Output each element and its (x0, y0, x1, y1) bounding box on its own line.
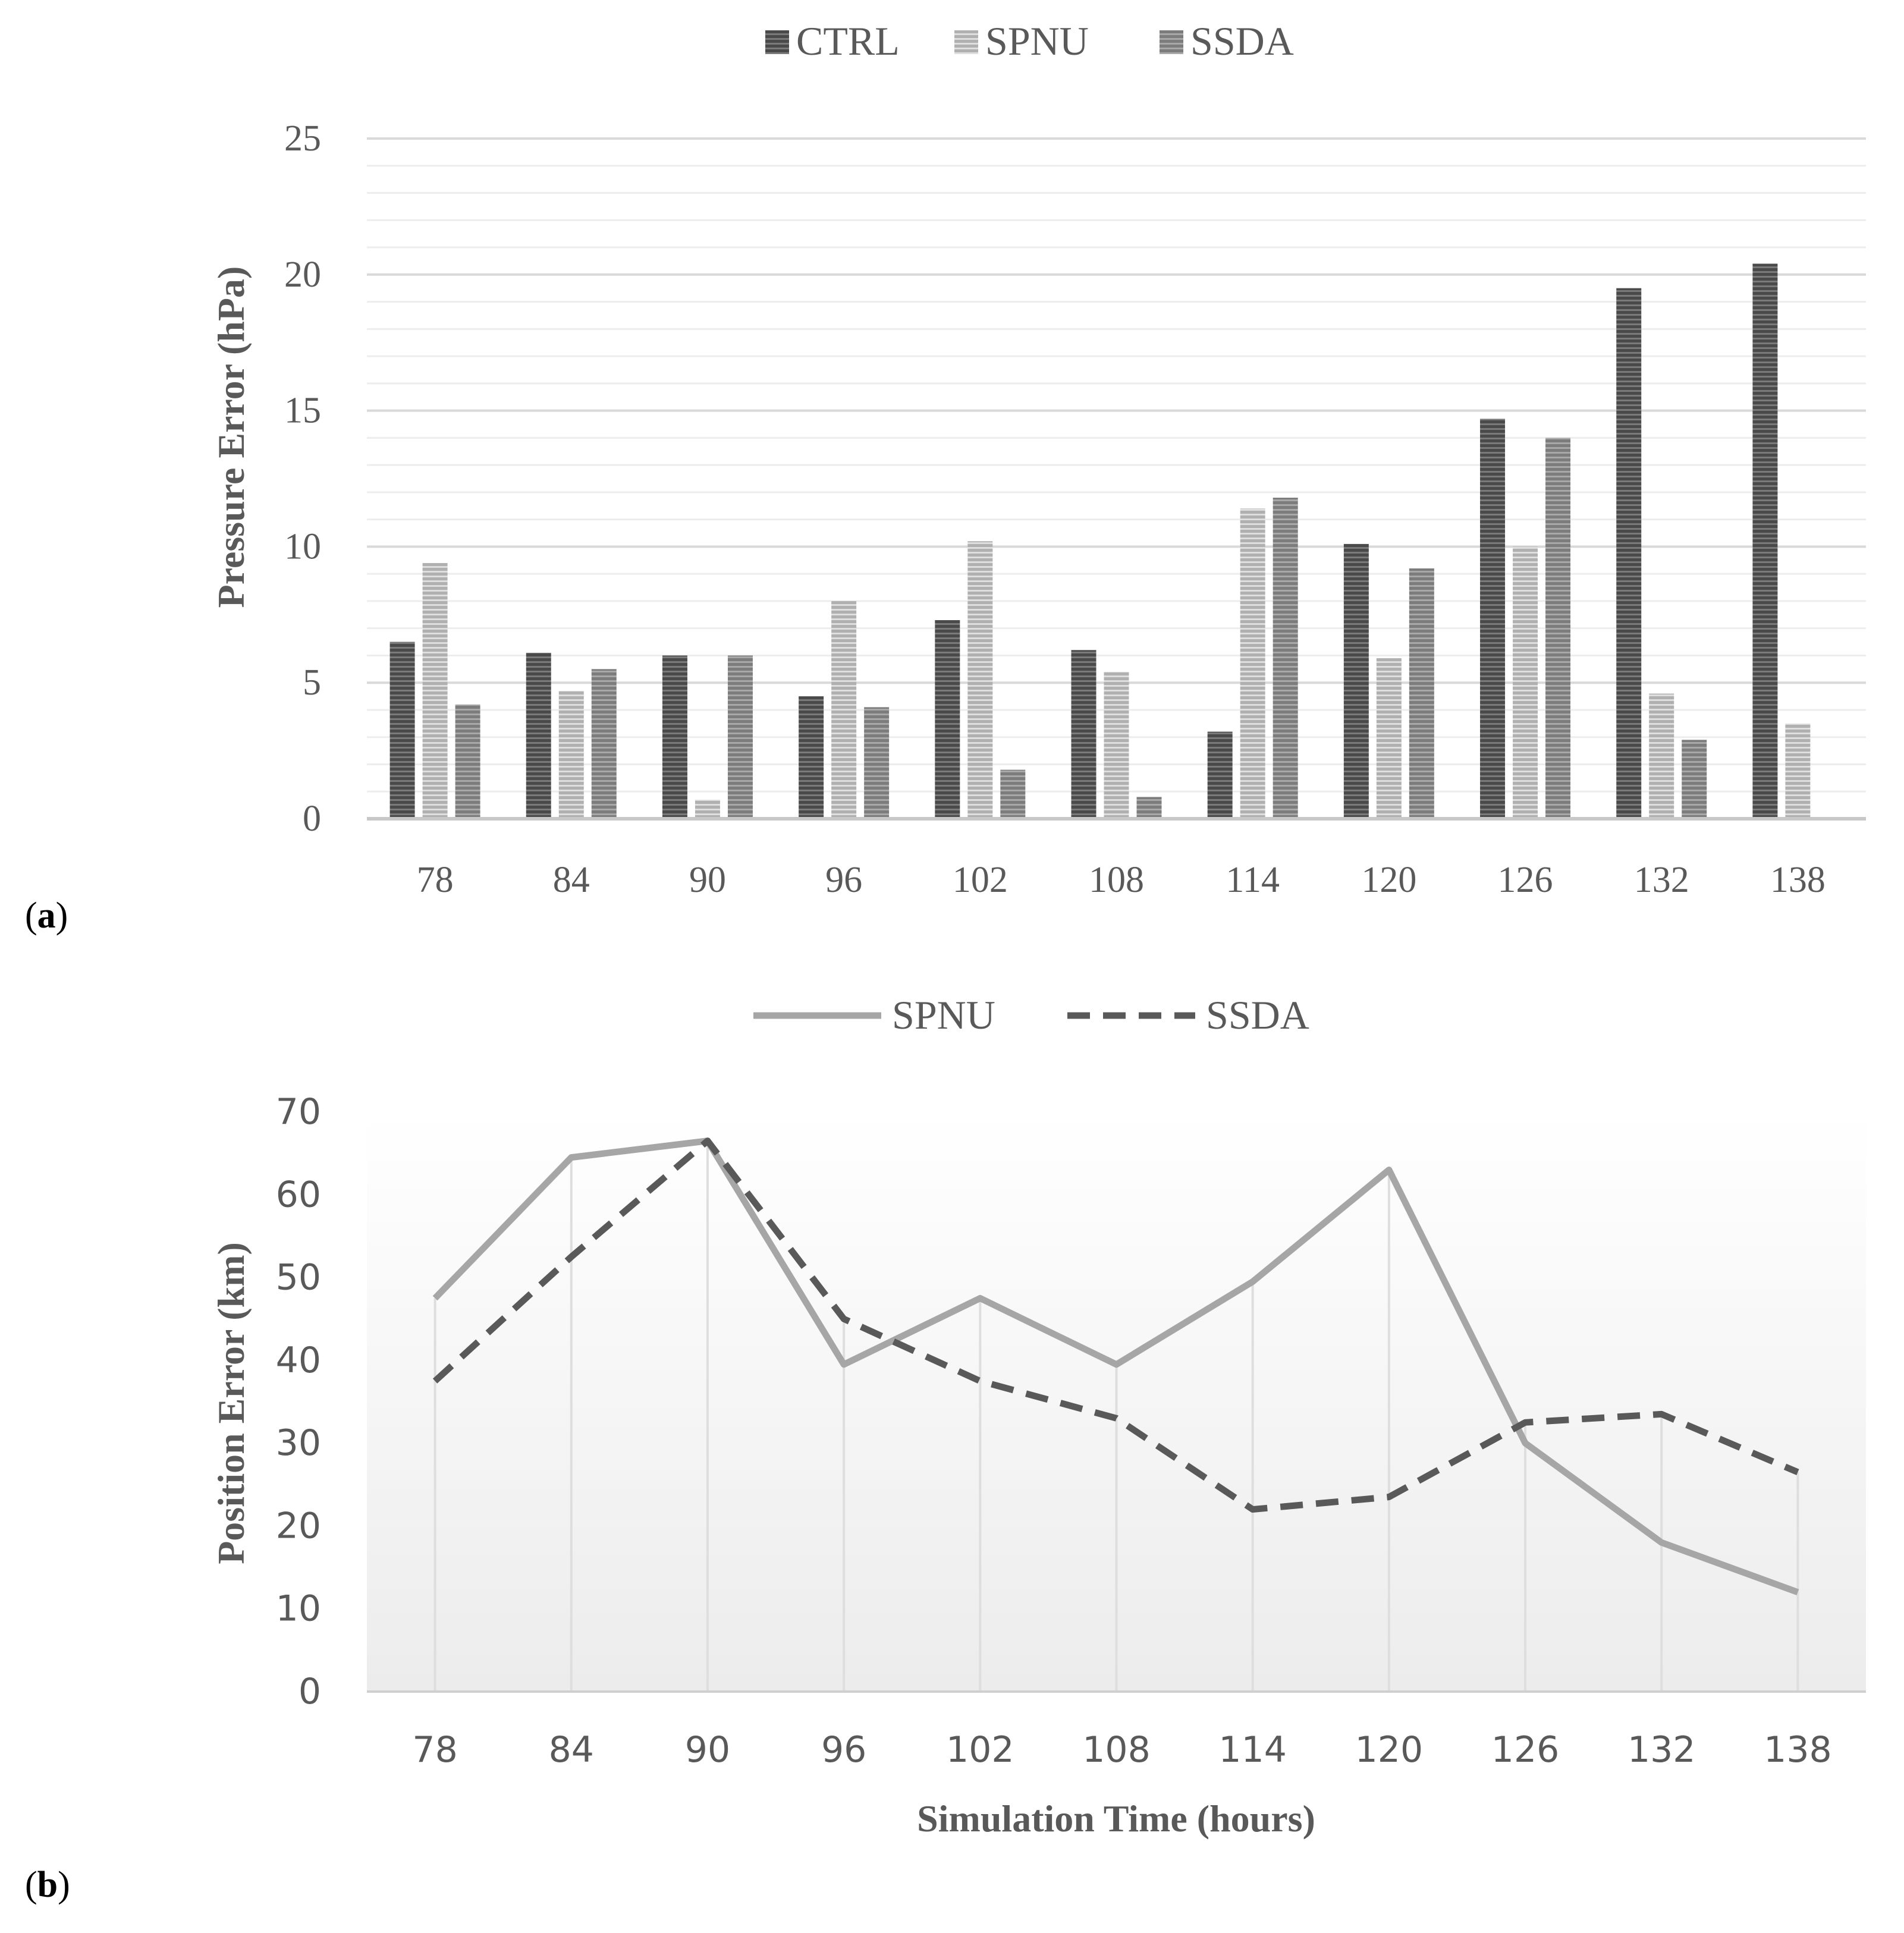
bar-ssda-114 (1273, 498, 1298, 819)
bar-spnu-132 (1649, 693, 1674, 819)
legend: SPNU SSDA (753, 992, 1309, 1038)
bar-ssda-132 (1682, 740, 1707, 819)
vertical-gridlines (433, 1140, 1799, 1692)
bar-ssda-102 (1000, 769, 1026, 819)
y-tick-label: 40 (276, 1340, 321, 1381)
bar-ssda-108 (1136, 797, 1162, 819)
bar-spnu-114 (1240, 508, 1265, 819)
legend-label-spnu: SPNU (892, 992, 995, 1038)
y-tick-label: 50 (276, 1257, 321, 1299)
bar-ctrl-96 (799, 696, 824, 819)
line-ssda (432, 1137, 1799, 1513)
legend-swatch-ctrl (765, 30, 789, 54)
bar-spnu-96 (831, 601, 857, 819)
bar-spnu-84 (558, 690, 584, 819)
x-tick-label: 114 (1226, 860, 1280, 900)
y-tick-label: 15 (284, 391, 321, 431)
bar-ctrl-108 (1071, 650, 1096, 819)
y-tick-label: 10 (276, 1588, 321, 1630)
bar-ssda-126 (1545, 438, 1571, 819)
y-tick-label: 20 (276, 1505, 321, 1547)
bar-ctrl-120 (1343, 543, 1369, 819)
x-tick-labels: 78 84 90 96 102 108 114 120 126 132 138 (417, 860, 1826, 900)
y-tick-labels: 0 5 10 15 20 25 (284, 118, 321, 839)
panel-label: (b) (25, 1865, 70, 1905)
bar-ctrl-138 (1752, 263, 1778, 819)
x-tick-label: 90 (685, 1729, 730, 1771)
major-gridlines (367, 137, 1866, 684)
y-tick-label: 5 (303, 662, 321, 703)
legend-label-ssda: SSDA (1206, 992, 1309, 1038)
x-tick-label: 132 (1627, 1729, 1696, 1771)
x-tick-label: 96 (825, 860, 862, 900)
legend-swatch-ssda (1160, 30, 1183, 54)
bar-ssda-96 (864, 707, 890, 819)
y-axis-title: Pressure Error (hPa) (210, 266, 252, 608)
y-tick-label: 20 (284, 254, 321, 295)
x-tick-label: 132 (1634, 860, 1689, 900)
y-tick-label: 0 (299, 1671, 321, 1712)
bar-spnu-102 (967, 541, 993, 819)
legend-swatch-spnu (954, 30, 978, 54)
bar-ssda-120 (1409, 568, 1434, 819)
bar-ssda-90 (727, 655, 753, 819)
x-tick-label: 102 (953, 860, 1008, 900)
x-tick-label: 78 (417, 860, 454, 900)
bar-spnu-90 (695, 799, 720, 819)
bar-ctrl-126 (1480, 419, 1506, 819)
bars (389, 263, 1811, 819)
legend: CTRL SPNU SSDA (765, 18, 1294, 64)
legend-label-spnu: SPNU (985, 18, 1089, 64)
bar-ssda-78 (455, 704, 480, 819)
x-tick-label: 96 (821, 1729, 866, 1771)
x-tick-label: 78 (412, 1729, 457, 1771)
y-tick-label: 0 (303, 799, 321, 839)
pressure-error-chart: 0 5 10 15 20 25 78 84 90 96 102 108 114 120 126 132 138… (25, 18, 1866, 936)
x-tick-label: 120 (1361, 860, 1416, 900)
bar-ctrl-78 (389, 642, 415, 819)
x-tick-label: 120 (1355, 1729, 1424, 1771)
y-axis-title: Position Error (km) (210, 1242, 252, 1564)
bar-ctrl-102 (935, 620, 960, 819)
bar-ctrl-114 (1207, 731, 1233, 819)
bar-ctrl-90 (662, 655, 687, 819)
x-tick-label: 126 (1498, 860, 1553, 900)
x-tick-label: 126 (1491, 1729, 1560, 1771)
x-tick-label: 138 (1770, 860, 1826, 900)
y-tick-label: 25 (284, 118, 321, 159)
x-tick-label: 90 (689, 860, 726, 900)
bar-ctrl-84 (526, 652, 551, 819)
x-axis-title: Simulation Time (hours) (917, 1797, 1315, 1840)
y-tick-label: 10 (284, 526, 321, 567)
x-tick-label: 114 (1218, 1729, 1287, 1771)
x-tick-label: 84 (553, 860, 590, 900)
x-tick-label: 108 (1089, 860, 1144, 900)
legend-label-ssda: SSDA (1190, 18, 1294, 64)
panel-label: (a) (25, 895, 68, 936)
y-tick-label: 60 (276, 1174, 321, 1215)
minor-gridlines (367, 165, 1866, 793)
y-tick-label: 70 (276, 1091, 321, 1133)
bar-spnu-108 (1104, 671, 1129, 819)
x-tick-label: 108 (1082, 1729, 1151, 1771)
position-error-chart: 0 10 20 30 40 50 60 70 78 84 90 96 102 108 114 120 126 1… (25, 992, 1866, 1905)
x-tick-label: 84 (549, 1729, 594, 1771)
bar-ctrl-132 (1616, 288, 1642, 819)
legend-label-ctrl: CTRL (796, 18, 900, 64)
line-spnu (432, 1137, 1799, 1596)
y-tick-label: 30 (276, 1422, 321, 1464)
bar-spnu-120 (1376, 658, 1402, 819)
y-tick-labels: 0 10 20 30 40 50 60 70 (276, 1091, 321, 1712)
series-lines (432, 1137, 1799, 1596)
x-tick-label: 138 (1764, 1729, 1832, 1771)
x-tick-label: 102 (946, 1729, 1014, 1771)
bar-spnu-78 (422, 562, 448, 819)
bar-spnu-126 (1513, 546, 1538, 819)
bar-spnu-138 (1785, 723, 1811, 819)
x-tick-labels: 78 84 90 96 102 108 114 120 126 132 138 (412, 1729, 1831, 1771)
bar-ssda-84 (591, 669, 617, 819)
